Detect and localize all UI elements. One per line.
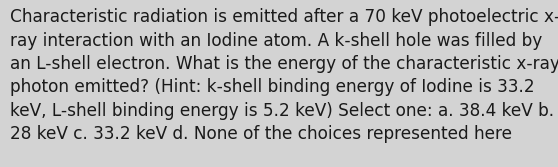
Text: Characteristic radiation is emitted after a 70 keV photoelectric x-
ray interact: Characteristic radiation is emitted afte… [10, 8, 558, 143]
